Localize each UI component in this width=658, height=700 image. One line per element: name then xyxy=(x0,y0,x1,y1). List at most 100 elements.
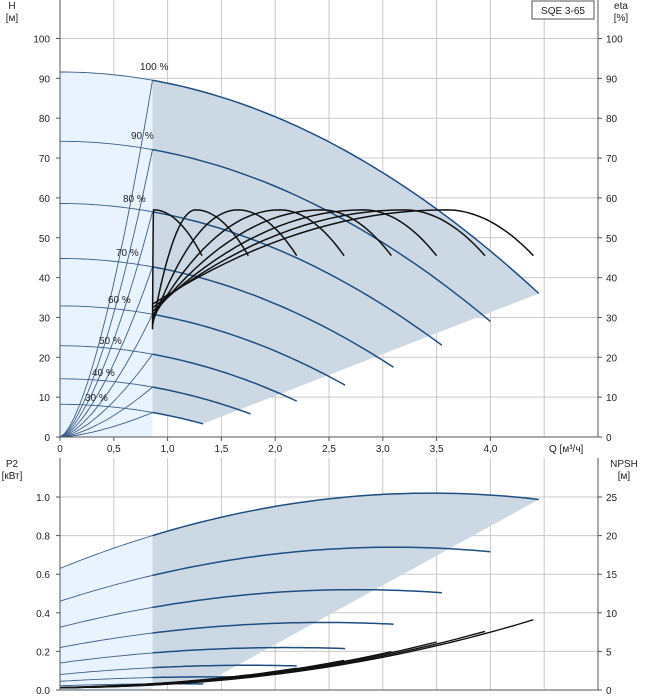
y-axis-label: H[м] xyxy=(6,1,19,24)
curve-label: 90 % xyxy=(131,131,154,142)
y2-tick-label: 15 xyxy=(606,570,618,581)
x-tick-label: 4,0 xyxy=(483,444,497,455)
head-curve-low-flow xyxy=(60,305,153,315)
curve-label: 40 % xyxy=(92,368,115,379)
y2-axis-label-unit: [%] xyxy=(614,13,629,24)
power-curve xyxy=(152,621,394,634)
power-curve xyxy=(152,664,297,669)
y-tick-label: 60 xyxy=(39,194,51,205)
curve-label: 70 % xyxy=(116,248,139,259)
curve-label: 30 % xyxy=(85,393,108,404)
system-curve xyxy=(59,266,153,438)
y-tick-label: 0.6 xyxy=(36,570,50,581)
efficiency-curves xyxy=(151,209,534,330)
efficiency-curve xyxy=(152,209,486,309)
y2-tick-label: 40 xyxy=(606,274,618,285)
efficiency-curve xyxy=(151,209,249,326)
power-curve-low-flow xyxy=(59,652,153,664)
system-curve xyxy=(59,353,153,438)
efficiency-curve xyxy=(151,209,203,330)
power-curve-low-flow xyxy=(59,606,153,628)
y2-tick-label: 25 xyxy=(606,493,618,504)
y-axis-label-unit: [м] xyxy=(6,13,19,24)
system-curve xyxy=(59,386,153,438)
x-tick-label: 1,5 xyxy=(214,444,228,455)
y2-tick-label: 0 xyxy=(606,686,612,697)
y2-axis-label: eta[%] xyxy=(614,1,629,24)
head-curve xyxy=(152,386,251,415)
y2-tick-label: 10 xyxy=(606,393,618,404)
head-curve-low-flow xyxy=(60,378,153,388)
x-tick-label: 2,5 xyxy=(322,444,336,455)
y2-tick-label: 50 xyxy=(606,234,618,245)
x-tick-label: 3,5 xyxy=(430,444,444,455)
curve-label: 60 % xyxy=(108,295,131,306)
y2-tick-label: 80 xyxy=(606,114,618,125)
y2-tick-label: 30 xyxy=(606,313,618,324)
head-chart-operating-area xyxy=(60,72,539,437)
x-tick-label: 3,0 xyxy=(376,444,390,455)
x-tick-label: 0,5 xyxy=(107,444,121,455)
curve-label: 100 % xyxy=(140,62,168,73)
system-curve xyxy=(59,314,153,438)
head-curve xyxy=(152,148,491,322)
npsh-curves xyxy=(59,619,534,689)
power-curve xyxy=(152,646,346,654)
system-curve xyxy=(59,412,153,438)
npsh-curve xyxy=(59,619,534,689)
power-curve xyxy=(152,546,491,577)
head-curve-labels: 100 % 90 % 80 % 70 % 60 % 50 % 40 % 30 % xyxy=(85,62,168,404)
power-curves xyxy=(59,492,539,687)
efficiency-curve xyxy=(151,209,345,319)
dark-operating-area xyxy=(152,493,539,685)
curve-label: 80 % xyxy=(123,194,146,205)
head-curve-low-flow xyxy=(60,403,153,413)
x-axis-label: Q [м³/ч] xyxy=(549,444,584,455)
y-tick-label: 0.4 xyxy=(36,609,50,620)
p2-axis-label: P2[кВт] xyxy=(2,459,23,482)
system-curve xyxy=(59,80,153,438)
model-label: SQE 3-65 xyxy=(531,0,595,20)
y2-tick-label: 20 xyxy=(606,353,618,364)
y2-tick-label: 70 xyxy=(606,154,618,165)
y-tick-label: 50 xyxy=(39,234,51,245)
y2-tick-label: 20 xyxy=(606,532,618,543)
power-curve-low-flow xyxy=(59,667,153,676)
efficiency-curve xyxy=(151,209,298,323)
head-curve xyxy=(152,211,443,346)
efficiency-curve xyxy=(151,209,438,313)
y-tick-label: 0.0 xyxy=(36,686,50,697)
system-curve xyxy=(59,149,153,438)
y-tick-label: 0.8 xyxy=(36,532,50,543)
y-tick-label: 70 xyxy=(39,154,51,165)
y2-tick-label: 60 xyxy=(606,194,618,205)
npsh-axis-label: NPSH[м] xyxy=(610,459,638,482)
x-tick-label: 2,0 xyxy=(268,444,282,455)
head-curve xyxy=(152,313,346,386)
efficiency-curve xyxy=(151,209,392,316)
power-curve-low-flow xyxy=(59,677,153,682)
curve-label: 50 % xyxy=(99,336,122,347)
power-curve xyxy=(152,588,443,609)
power-curve xyxy=(152,492,539,537)
dark-operating-area xyxy=(152,80,539,424)
power-curve-low-flow xyxy=(59,632,153,648)
y-tick-label: 80 xyxy=(39,114,51,125)
y-tick-label: 1.0 xyxy=(36,493,50,504)
head-curves xyxy=(59,71,540,438)
y2-tick-label: 100 xyxy=(606,35,623,46)
y-tick-label: 10 xyxy=(39,393,51,404)
y-axis-label-symbol: H xyxy=(8,1,15,12)
power-chart-operating-area xyxy=(60,493,539,690)
y-tick-label: 100 xyxy=(33,35,50,46)
head-curve-low-flow xyxy=(59,345,153,355)
model-name: SQE 3-65 xyxy=(541,6,585,17)
x-tick-label: 0 xyxy=(57,444,63,455)
power-curve-low-flow xyxy=(59,574,153,602)
p2-axis-label-symbol: P2 xyxy=(6,459,19,470)
head-curve xyxy=(152,79,540,295)
y-tick-label: 40 xyxy=(39,274,51,285)
npsh-axis-label-unit: [м] xyxy=(618,471,631,482)
